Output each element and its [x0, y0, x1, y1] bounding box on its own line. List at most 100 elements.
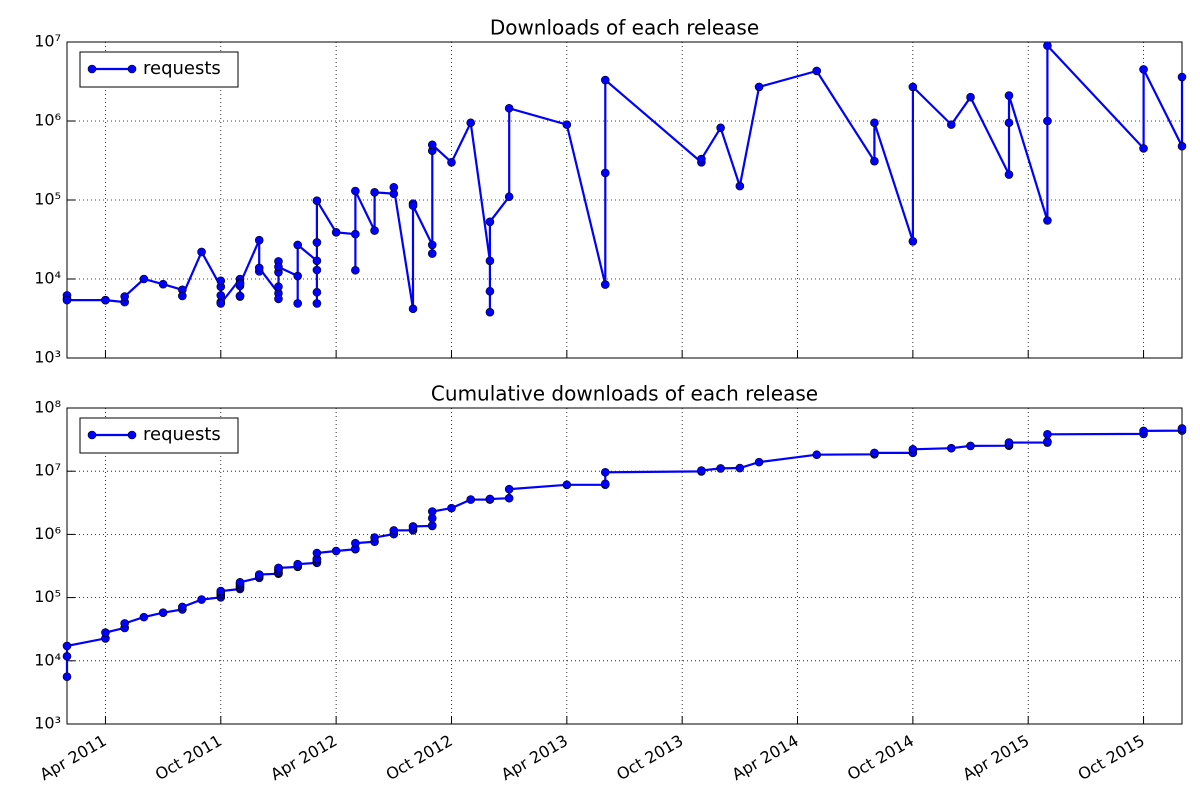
point [1043, 41, 1052, 50]
point [716, 123, 725, 133]
point [408, 201, 418, 210]
point [754, 457, 764, 467]
legend-marker [127, 64, 137, 74]
point [697, 466, 706, 475]
point [120, 292, 129, 301]
legend-marker [87, 430, 97, 440]
point [254, 235, 264, 245]
plot-frame [66, 407, 1183, 725]
point [312, 238, 322, 247]
point [274, 294, 283, 304]
point [947, 443, 956, 453]
point [447, 503, 456, 513]
point [504, 192, 514, 202]
point [197, 595, 206, 604]
point [600, 280, 610, 289]
legend-marker [127, 430, 137, 440]
point [178, 291, 187, 301]
point [562, 120, 572, 129]
point [1004, 170, 1014, 179]
x-tick-label: Oct 2015 [1075, 731, 1148, 784]
point [812, 450, 822, 460]
point [351, 229, 360, 239]
point [1139, 426, 1148, 436]
line [65, 428, 1184, 677]
point [62, 295, 72, 305]
point [1043, 437, 1052, 446]
point [1004, 118, 1014, 128]
point [370, 226, 379, 235]
point [870, 156, 879, 166]
y-tick-label: 10⁶ [34, 524, 61, 543]
y-tick-label: 10⁵ [34, 190, 61, 209]
point [716, 464, 725, 473]
point [754, 82, 764, 92]
point [216, 299, 226, 308]
point [485, 494, 495, 504]
point [1043, 429, 1052, 439]
point [216, 586, 226, 596]
point [600, 467, 610, 477]
y-tick-label: 10³ [34, 348, 61, 367]
point [312, 548, 322, 558]
point [312, 287, 322, 297]
y-tick-label: 10⁶ [34, 111, 61, 130]
point [293, 240, 302, 250]
point [697, 154, 706, 164]
y-tick-label: 10⁷ [34, 32, 61, 51]
point [62, 641, 72, 651]
point [485, 307, 495, 317]
point [1043, 116, 1052, 126]
point [216, 291, 226, 300]
point [600, 479, 610, 489]
point [1004, 91, 1014, 100]
point [274, 262, 283, 272]
point [1139, 65, 1148, 74]
point [1177, 424, 1187, 433]
point [235, 279, 245, 289]
point [1177, 141, 1187, 151]
point [158, 279, 168, 289]
point [158, 608, 168, 617]
point [216, 276, 226, 286]
x-tick-label: Apr 2015 [959, 731, 1032, 784]
point [735, 463, 745, 473]
point [1177, 72, 1187, 82]
x-tick-label: Oct 2011 [152, 731, 225, 784]
y-tick-label: 10⁷ [34, 461, 61, 480]
point [274, 563, 283, 573]
point [562, 480, 572, 490]
legend-marker [87, 64, 97, 74]
point [966, 441, 975, 451]
point [254, 263, 264, 273]
point [351, 265, 360, 275]
point [293, 559, 302, 569]
point [485, 286, 495, 296]
x-tick-label: Oct 2013 [613, 731, 686, 784]
point [351, 186, 360, 196]
x-tick-label: Apr 2014 [729, 731, 802, 784]
point [427, 521, 437, 530]
x-tick-label: Apr 2013 [498, 731, 571, 784]
y-tick-label: 10³ [34, 714, 61, 733]
point [947, 120, 956, 129]
point [504, 493, 514, 503]
point [427, 140, 437, 150]
point [120, 619, 129, 628]
legend-label: requests [143, 58, 221, 79]
point [466, 118, 476, 128]
point [293, 271, 302, 281]
point [1004, 438, 1014, 447]
y-tick-label: 10⁵ [34, 587, 61, 606]
point [485, 217, 495, 227]
point [1043, 216, 1052, 225]
point [101, 628, 110, 637]
point [178, 602, 187, 612]
point [139, 612, 149, 622]
point [274, 282, 283, 291]
point [870, 448, 879, 458]
y-tick-label: 10⁸ [34, 398, 61, 417]
point [62, 651, 72, 661]
y-tick-label: 10⁴ [34, 269, 61, 288]
